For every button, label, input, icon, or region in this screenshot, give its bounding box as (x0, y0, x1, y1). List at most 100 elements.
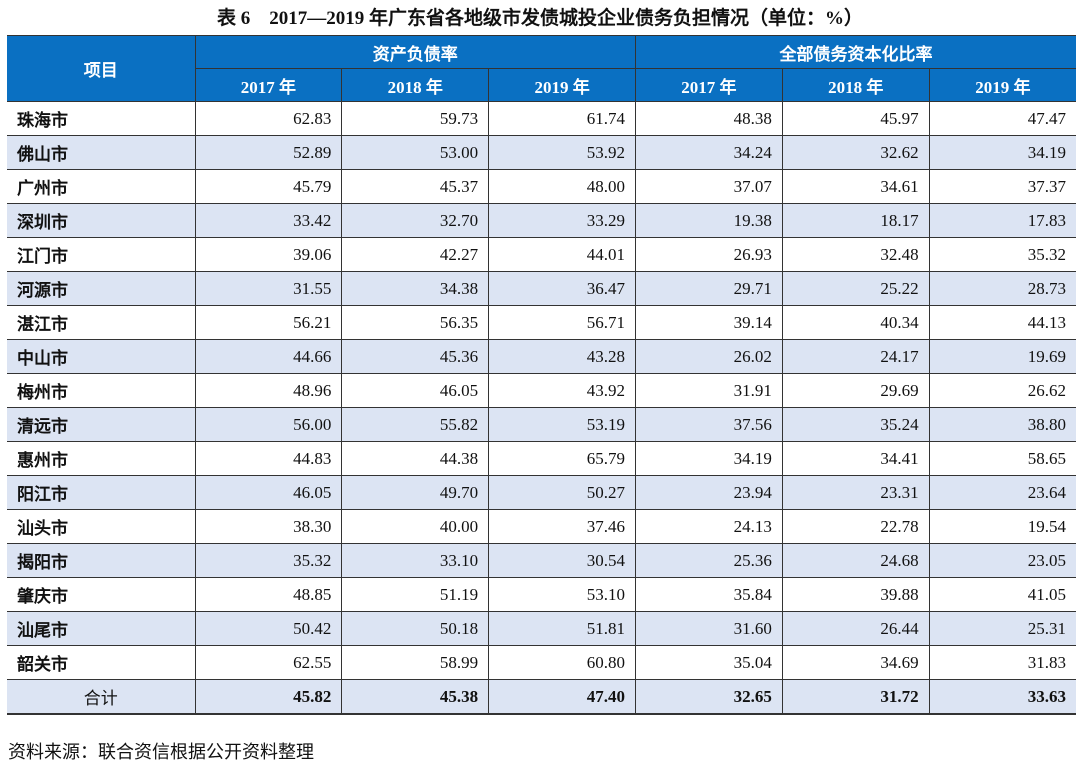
header-row-1: 项目 资产负债率 全部债务资本化比率 (7, 35, 1076, 102)
debt-capitalization-cell: 31.83 (928, 645, 1076, 680)
asset-liability-header: 资产负债率 (194, 35, 636, 69)
city-name: 深圳市 (7, 203, 196, 238)
debt-capitalization-cell: 23.05 (928, 543, 1076, 578)
asset-liability-cell: 31.55 (194, 271, 343, 306)
asset-liability-cell: 42.27 (341, 237, 490, 272)
debt-capitalization-cell: 35.84 (634, 577, 783, 612)
asset-liability-cell: 50.27 (488, 475, 636, 510)
table-row: 清远市 56.00 55.82 53.19 37.56 35.24 38.80 (7, 407, 1076, 442)
asset-liability-cell: 44.38 (341, 441, 490, 476)
asset-liability-cell: 50.18 (341, 611, 490, 646)
asset-liability-cell: 47.40 (488, 679, 636, 715)
city-name: 江门市 (7, 237, 196, 272)
debt-capitalization-cell: 28.73 (928, 271, 1076, 306)
debt-capitalization-cell: 37.56 (634, 407, 783, 442)
table-title: 表 6 2017—2019 年广东省各地级市发债城投企业债务负担情况（单位：%） (216, 8, 863, 29)
debt-capitalization-cell: 37.37 (928, 169, 1076, 204)
asset-liability-cell: 50.42 (194, 611, 343, 646)
asset-liability-cell: 53.92 (488, 135, 636, 170)
city-name: 中山市 (7, 339, 196, 374)
table-row: 深圳市 33.42 32.70 33.29 19.38 18.17 17.83 (7, 203, 1076, 238)
debt-capitalization-cell: 32.65 (634, 679, 783, 715)
asset-liability-cell: 53.19 (488, 407, 636, 442)
debt-capitalization-cell: 44.13 (928, 305, 1076, 340)
debt-capitalization-cell: 33.63 (928, 679, 1076, 715)
asset-liability-cell: 48.85 (194, 577, 343, 612)
debt-capitalization-cell: 19.69 (928, 339, 1076, 374)
asset-liability-cell: 45.79 (194, 169, 343, 204)
debt-capitalization-cell: 31.72 (781, 679, 930, 715)
debt-capitalization-cell: 41.05 (928, 577, 1076, 612)
debt-capitalization-cell: 25.31 (928, 611, 1076, 646)
city-name: 广州市 (7, 169, 196, 204)
year-header: 2017 年 (195, 68, 343, 102)
asset-liability-cell: 56.35 (341, 305, 490, 340)
asset-liability-cell: 33.42 (194, 203, 343, 238)
city-name: 梅州市 (7, 373, 196, 408)
debt-capitalization-cell: 34.19 (634, 441, 783, 476)
table-row: 肇庆市 48.85 51.19 53.10 35.84 39.88 41.05 (7, 577, 1076, 612)
table-row: 佛山市 52.89 53.00 53.92 34.24 32.62 34.19 (7, 135, 1076, 170)
asset-liability-cell: 30.54 (488, 543, 636, 578)
debt-capitalization-cell: 58.65 (928, 441, 1076, 476)
city-name: 汕头市 (7, 509, 196, 544)
debt-capitalization-cell: 29.69 (781, 373, 930, 408)
source-note: 资料来源：联合资信根据公开资料整理 (8, 742, 314, 762)
debt-capitalization-cell: 37.07 (634, 169, 783, 204)
debt-capitalization-cell: 39.14 (634, 305, 783, 340)
debt-capitalization-header: 全部债务资本化比率 (634, 35, 1076, 69)
asset-liability-cell: 56.00 (194, 407, 343, 442)
debt-capitalization-cell: 31.60 (634, 611, 783, 646)
asset-liability-cell: 56.71 (488, 305, 636, 340)
debt-capitalization-cell: 31.91 (634, 373, 783, 408)
asset-liability-cell: 44.83 (194, 441, 343, 476)
table-row: 惠州市 44.83 44.38 65.79 34.19 34.41 58.65 (7, 441, 1076, 476)
asset-liability-cell: 58.99 (341, 645, 490, 680)
debt-capitalization-cell: 25.22 (781, 271, 930, 306)
asset-liability-cell: 61.74 (488, 101, 636, 136)
asset-liability-cell: 60.80 (488, 645, 636, 680)
asset-liability-cell: 53.10 (488, 577, 636, 612)
debt-capitalization-cell: 29.71 (634, 271, 783, 306)
table-row: 珠海市 62.83 59.73 61.74 48.38 45.97 47.47 (7, 101, 1076, 136)
table-row: 湛江市 56.21 56.35 56.71 39.14 40.34 44.13 (7, 305, 1076, 340)
debt-capitalization-cell: 18.17 (781, 203, 930, 238)
debt-capitalization-cell: 26.62 (928, 373, 1076, 408)
city-name: 合计 (7, 679, 196, 715)
debt-capitalization-cell: 23.31 (781, 475, 930, 510)
city-name: 汕尾市 (7, 611, 196, 646)
debt-capitalization-cell: 35.32 (928, 237, 1076, 272)
asset-liability-cell: 55.82 (341, 407, 490, 442)
year-header: 2018 年 (781, 68, 930, 102)
asset-liability-cell: 36.47 (488, 271, 636, 306)
debt-capitalization-cell: 26.02 (634, 339, 783, 374)
debt-capitalization-cell: 48.38 (634, 101, 783, 136)
city-name: 阳江市 (7, 475, 196, 510)
debt-capitalization-cell: 34.19 (928, 135, 1076, 170)
debt-capitalization-cell: 38.80 (928, 407, 1076, 442)
debt-capitalization-cell: 24.17 (781, 339, 930, 374)
debt-capitalization-cell: 22.78 (781, 509, 930, 544)
asset-liability-cell: 56.21 (194, 305, 343, 340)
table-row: 汕头市 38.30 40.00 37.46 24.13 22.78 19.54 (7, 509, 1076, 544)
debt-capitalization-cell: 39.88 (781, 577, 930, 612)
debt-capitalization-cell: 24.68 (781, 543, 930, 578)
city-name: 惠州市 (7, 441, 196, 476)
asset-liability-cell: 62.83 (194, 101, 343, 136)
year-header: 2019 年 (928, 68, 1076, 102)
city-name: 河源市 (7, 271, 196, 306)
asset-liability-cell: 49.70 (341, 475, 490, 510)
debt-capitalization-cell: 26.93 (634, 237, 783, 272)
debt-capitalization-cell: 24.13 (634, 509, 783, 544)
debt-capitalization-cell: 47.47 (928, 101, 1076, 136)
debt-capitalization-cell: 34.41 (781, 441, 930, 476)
asset-liability-cell: 35.32 (194, 543, 343, 578)
asset-liability-cell: 44.66 (194, 339, 343, 374)
table-row: 江门市 39.06 42.27 44.01 26.93 32.48 35.32 (7, 237, 1076, 272)
year-header: 2017 年 (634, 68, 783, 102)
table-row: 梅州市 48.96 46.05 43.92 31.91 29.69 26.62 (7, 373, 1076, 408)
debt-capitalization-cell: 34.69 (781, 645, 930, 680)
city-name: 清远市 (7, 407, 196, 442)
asset-liability-cell: 45.37 (341, 169, 490, 204)
debt-capitalization-cell: 32.62 (781, 135, 930, 170)
